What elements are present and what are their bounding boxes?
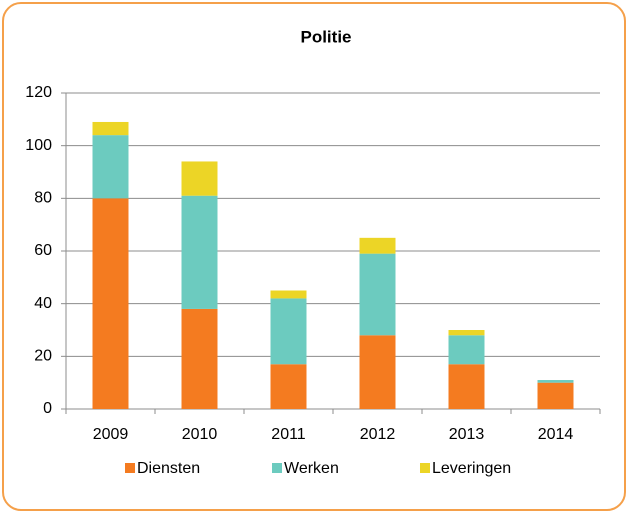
y-tick-label: 40 (34, 295, 52, 312)
bar-segment (448, 364, 485, 409)
chart-title: Politie (300, 27, 351, 46)
legend-label: Diensten (137, 460, 200, 477)
x-tick-label: 2014 (538, 426, 574, 443)
y-tick-label: 20 (34, 348, 52, 365)
bar-segment (270, 290, 307, 299)
bar-segment (448, 335, 485, 365)
bar-segment (181, 308, 218, 409)
y-tick-label: 0 (43, 400, 52, 417)
legend-label: Leveringen (432, 460, 511, 477)
legend-swatch (125, 463, 135, 473)
x-tick-label: 2013 (449, 426, 485, 443)
y-tick-label: 60 (34, 242, 52, 259)
bar-segment (359, 253, 396, 336)
x-tick-label: 2011 (271, 426, 306, 443)
bar-segment (537, 380, 574, 383)
bar-segment (181, 161, 218, 196)
bar-segment (92, 135, 129, 199)
bar-segment (537, 382, 574, 409)
legend-label: Werken (284, 460, 339, 477)
bar-segment (270, 364, 307, 409)
bar-segment (448, 330, 485, 336)
bar-segment (92, 198, 129, 409)
bar-segment (359, 335, 396, 409)
x-tick-label: 2010 (182, 426, 218, 443)
y-tick-label: 120 (25, 84, 52, 101)
bar-segment (359, 237, 396, 254)
bar-segment (270, 298, 307, 365)
x-tick-label: 2009 (93, 426, 129, 443)
legend-swatch (420, 463, 430, 473)
y-tick-label: 80 (34, 190, 52, 207)
y-tick-label: 100 (25, 137, 52, 154)
bar-segment (92, 121, 129, 136)
legend-swatch (272, 463, 282, 473)
x-tick-label: 2012 (360, 426, 396, 443)
bar-segment (181, 195, 218, 309)
